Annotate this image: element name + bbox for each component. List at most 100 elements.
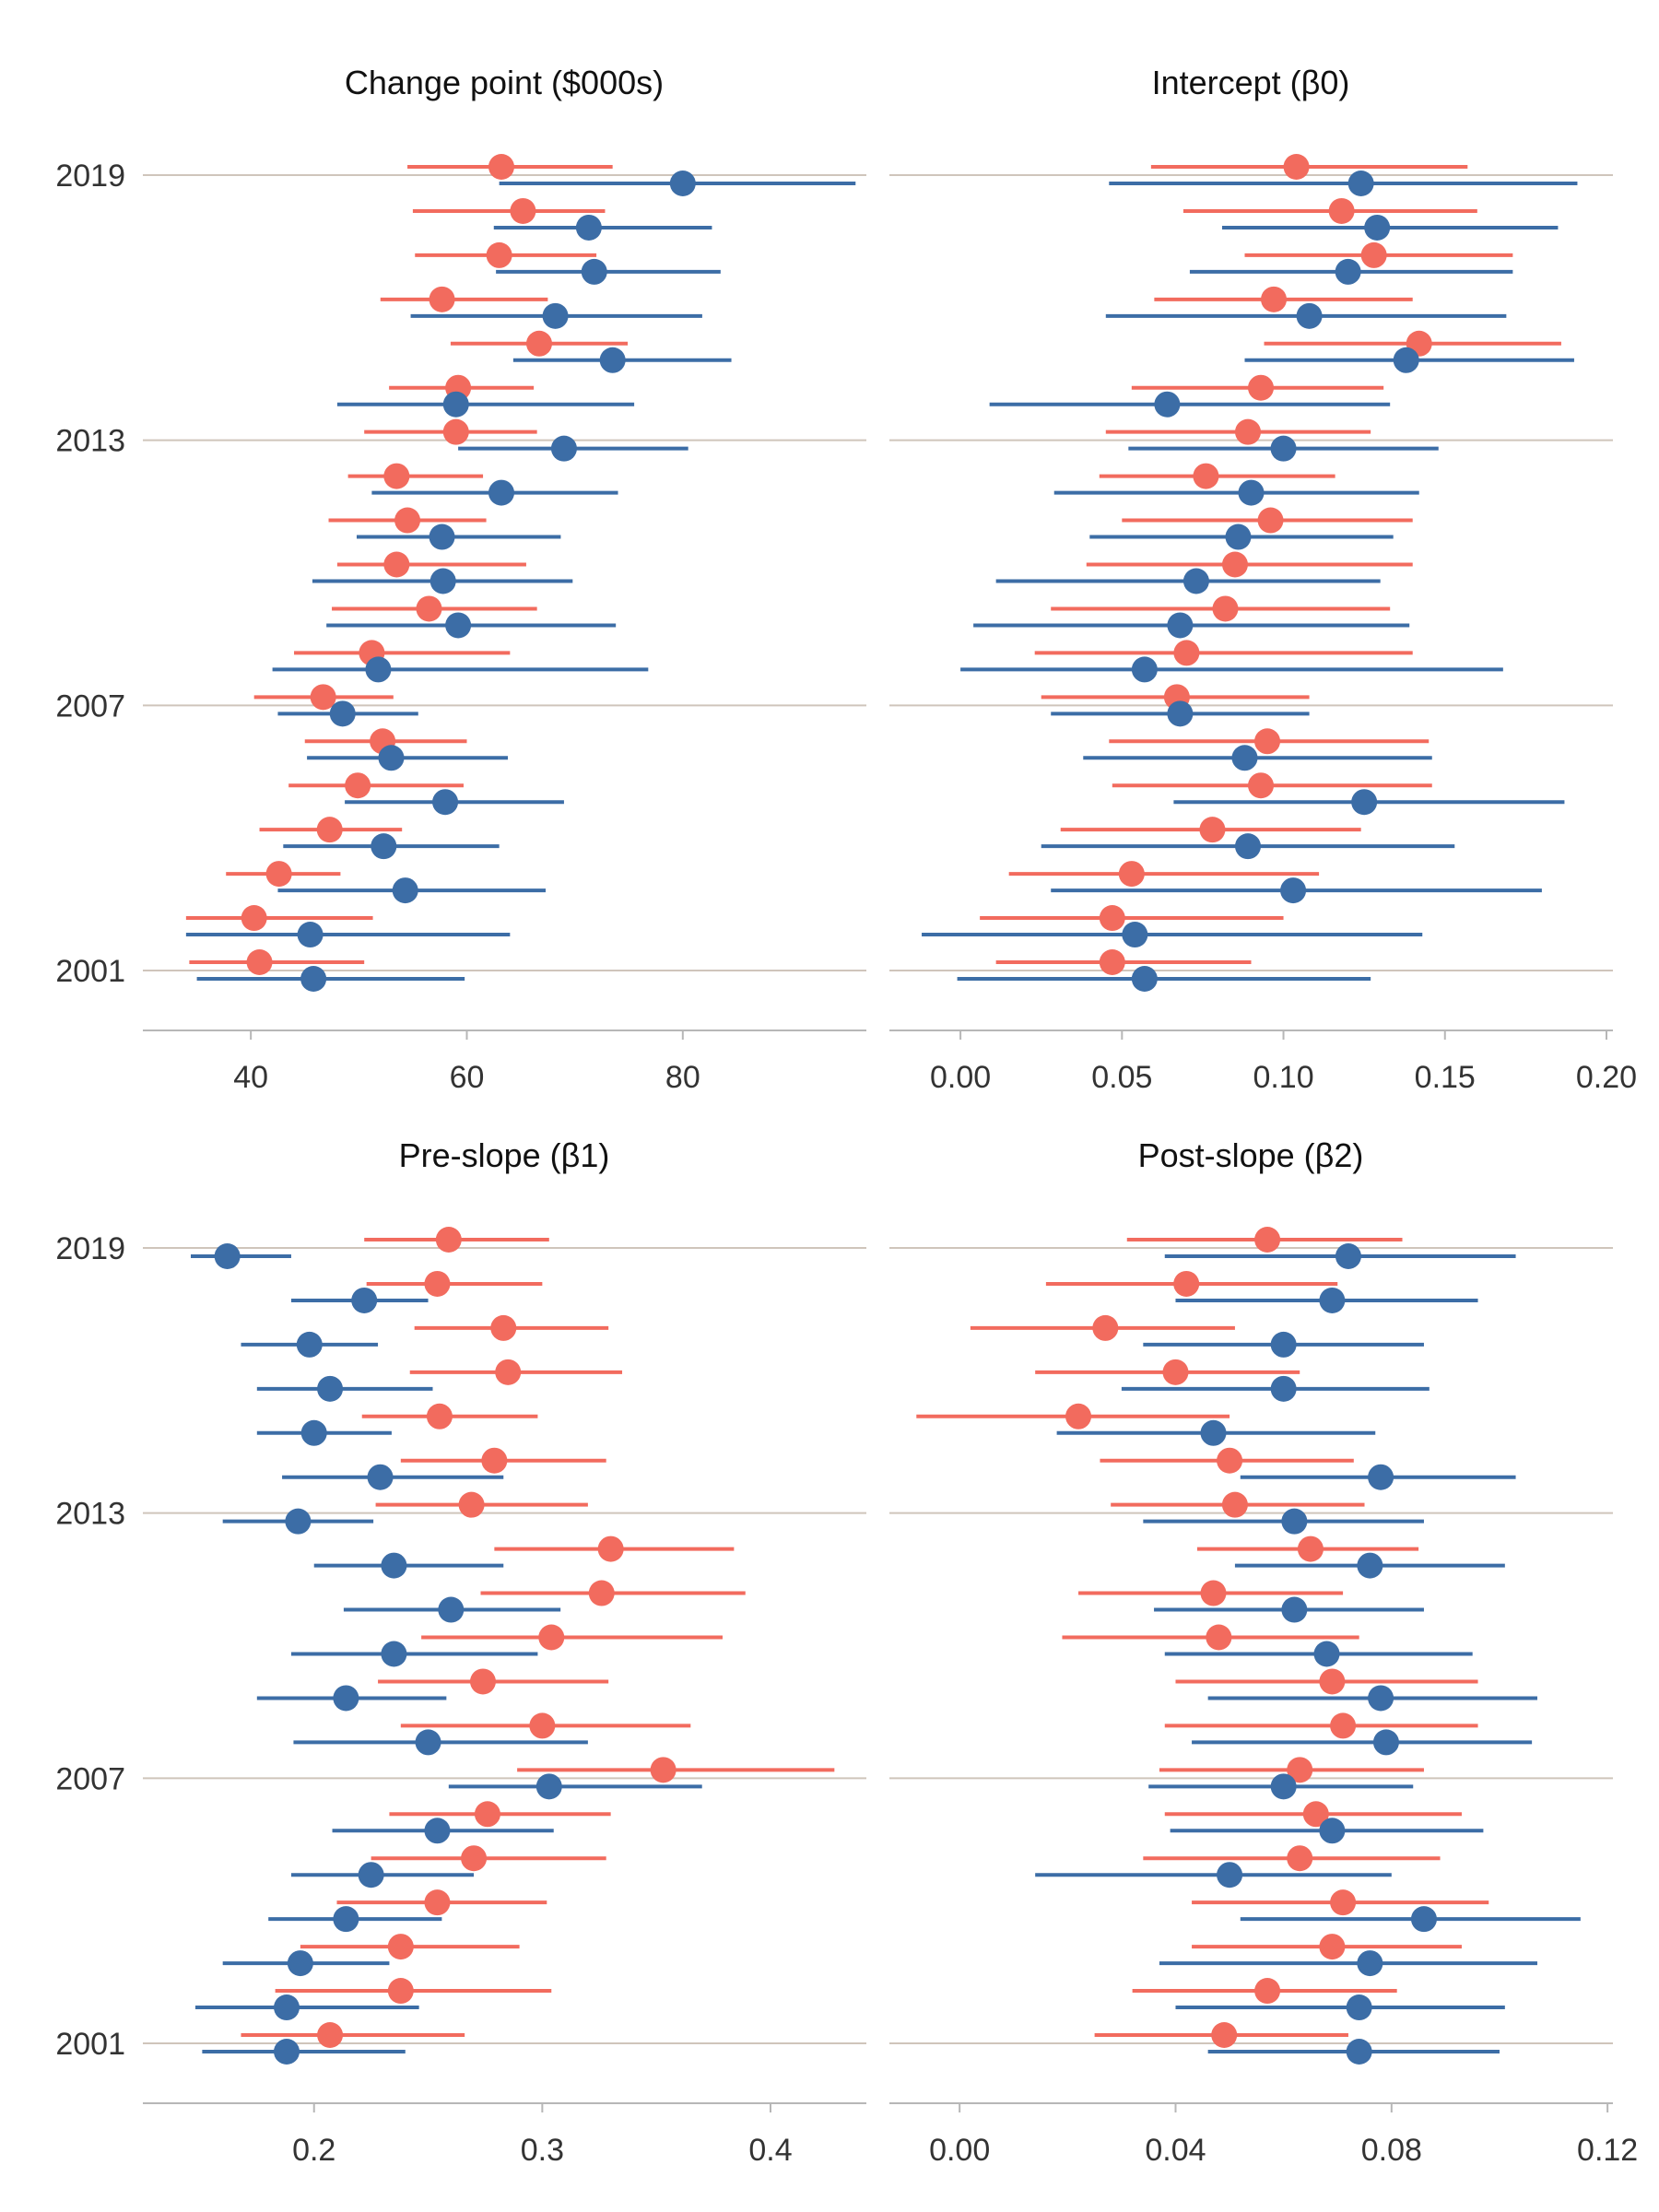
point-estimate bbox=[424, 1818, 451, 1844]
point-estimate bbox=[1167, 700, 1194, 727]
point-estimate bbox=[300, 1419, 327, 1446]
point-estimate bbox=[1335, 1243, 1361, 1269]
x-tick-label: 0.10 bbox=[1253, 1060, 1313, 1095]
point-estimate bbox=[381, 1641, 407, 1667]
point-estimate bbox=[371, 833, 397, 860]
point-estimate bbox=[461, 1845, 488, 1872]
x-tick-label: 0.00 bbox=[930, 1060, 991, 1095]
x-tick-label: 0.04 bbox=[1145, 2133, 1206, 2168]
point-estimate bbox=[265, 861, 292, 888]
point-estimate bbox=[1368, 1685, 1394, 1712]
point-estimate bbox=[1296, 302, 1323, 329]
point-estimate bbox=[1287, 1757, 1313, 1783]
point-estimate bbox=[1281, 1508, 1308, 1535]
point-estimate bbox=[274, 2039, 300, 2065]
panel-post-slope: Post-slope (β2) 0.00 0.04 0.08 0.12 bbox=[889, 1136, 1638, 2168]
point-estimate bbox=[581, 258, 607, 285]
point-estimate bbox=[317, 1375, 344, 1402]
point-estimate bbox=[1122, 922, 1148, 948]
point-estimate bbox=[1270, 1773, 1297, 1800]
point-estimate bbox=[387, 1978, 414, 2005]
point-estimate bbox=[488, 479, 514, 506]
point-estimate bbox=[394, 507, 421, 534]
point-estimate bbox=[429, 568, 456, 594]
point-estimate bbox=[490, 1314, 517, 1341]
x-tick-label: 0.08 bbox=[1361, 2133, 1422, 2168]
point-estimate bbox=[287, 1950, 313, 1977]
point-estimate bbox=[1335, 258, 1361, 285]
point-estimate bbox=[432, 789, 459, 816]
point-estimate bbox=[1393, 347, 1419, 373]
point-estimate bbox=[486, 241, 512, 268]
point-estimate bbox=[588, 1580, 615, 1606]
point-estimate bbox=[1280, 877, 1307, 904]
point-estimate bbox=[316, 817, 343, 843]
point-estimate bbox=[383, 551, 410, 578]
point-estimate bbox=[1162, 1359, 1189, 1385]
point-estimate bbox=[442, 391, 469, 418]
point-estimate bbox=[1257, 507, 1284, 534]
point-estimate bbox=[542, 302, 569, 329]
point-estimate bbox=[445, 612, 472, 639]
point-estimate bbox=[669, 171, 696, 196]
point-estimate bbox=[1118, 861, 1145, 888]
point-estimate bbox=[1225, 524, 1252, 550]
point-estimate bbox=[1330, 1889, 1357, 1916]
x-tick-label: 60 bbox=[450, 1060, 485, 1095]
point-estimate bbox=[481, 1447, 508, 1474]
point-estimate bbox=[1212, 595, 1239, 622]
point-estimate bbox=[1200, 1419, 1227, 1446]
point-estimate bbox=[1211, 2022, 1238, 2048]
point-estimate bbox=[241, 905, 267, 932]
point-estimate bbox=[300, 966, 327, 992]
point-estimate bbox=[1099, 905, 1125, 932]
panel-title: Intercept (β0) bbox=[1152, 64, 1350, 101]
point-estimate bbox=[383, 463, 410, 489]
point-estimate bbox=[378, 745, 405, 771]
series-b bbox=[1035, 1243, 1581, 2065]
point-estimate bbox=[285, 1508, 312, 1535]
point-estimate bbox=[1270, 1375, 1297, 1402]
point-estimate bbox=[474, 1801, 500, 1828]
x-tick-label: 0.2 bbox=[292, 2133, 335, 2168]
point-estimate bbox=[1234, 833, 1261, 860]
point-estimate bbox=[438, 1596, 465, 1623]
y-tick-label: 2019 bbox=[55, 159, 125, 194]
series-a bbox=[185, 154, 629, 975]
y-tick-label: 2007 bbox=[55, 688, 125, 724]
point-estimate bbox=[1221, 551, 1248, 578]
point-estimate bbox=[1319, 1287, 1346, 1313]
point-estimate bbox=[1357, 1552, 1383, 1579]
x-tick-label: 0.3 bbox=[521, 2133, 564, 2168]
point-estimate bbox=[1364, 214, 1391, 241]
point-estimate bbox=[1206, 1624, 1232, 1651]
point-estimate bbox=[1167, 612, 1194, 639]
point-estimate bbox=[1351, 789, 1378, 816]
point-estimate bbox=[1283, 154, 1310, 180]
point-estimate bbox=[1270, 435, 1297, 462]
point-estimate bbox=[345, 772, 371, 799]
x-tick-label: 0.12 bbox=[1577, 2133, 1638, 2168]
point-estimate bbox=[1065, 1403, 1092, 1430]
point-estimate bbox=[1254, 1227, 1281, 1253]
point-estimate bbox=[333, 1685, 359, 1712]
point-estimate bbox=[214, 1243, 241, 1269]
point-estimate bbox=[1248, 374, 1275, 401]
point-estimate bbox=[1313, 1641, 1340, 1667]
point-estimate bbox=[416, 595, 442, 622]
series-b bbox=[922, 171, 1578, 992]
point-estimate bbox=[329, 700, 356, 727]
point-estimate bbox=[1131, 966, 1158, 992]
point-estimate bbox=[1217, 1862, 1243, 1888]
point-estimate bbox=[435, 1227, 462, 1253]
point-estimate bbox=[1131, 656, 1158, 683]
series-a bbox=[241, 1227, 835, 2048]
point-estimate bbox=[367, 1464, 394, 1490]
x-tick-label: 40 bbox=[233, 1060, 268, 1095]
point-estimate bbox=[488, 154, 514, 180]
point-estimate bbox=[1092, 1314, 1119, 1341]
point-estimate bbox=[575, 214, 602, 241]
point-estimate bbox=[1173, 640, 1200, 666]
point-estimate bbox=[469, 1668, 496, 1695]
point-estimate bbox=[1182, 568, 1209, 594]
